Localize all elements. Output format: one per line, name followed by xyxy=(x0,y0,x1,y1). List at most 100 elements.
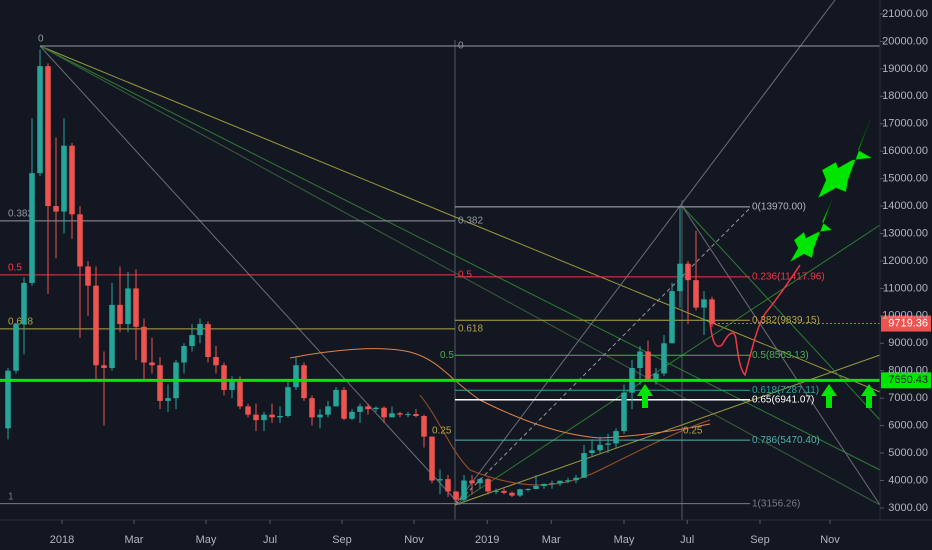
fib-label: 0.5(8563.13) xyxy=(752,350,809,361)
trend-line xyxy=(681,205,881,421)
candle-body xyxy=(93,285,99,366)
candle-body xyxy=(597,444,603,451)
annotation: 0.25 xyxy=(432,426,452,437)
fib-label: 0.382 xyxy=(458,215,483,226)
candle-body xyxy=(461,480,467,500)
candle-body xyxy=(709,299,715,324)
candle-body xyxy=(573,477,579,481)
candle-body xyxy=(509,492,515,496)
candle-body xyxy=(669,291,675,344)
candle-body xyxy=(85,266,91,286)
fib-label: 0.618 xyxy=(8,316,33,327)
candle-body xyxy=(397,413,403,415)
jet-icon xyxy=(817,119,873,199)
candle-body xyxy=(333,389,339,407)
y-tick-label: 12000.00 xyxy=(882,255,928,267)
candle-body xyxy=(453,491,459,500)
candle-body xyxy=(69,145,75,215)
candle-body xyxy=(389,413,395,418)
candle-body xyxy=(493,490,499,492)
fib-label: 0.382 xyxy=(8,208,33,219)
icons xyxy=(637,119,877,408)
candle-body xyxy=(309,398,315,418)
candle-body xyxy=(269,414,275,418)
candle-body xyxy=(189,335,195,347)
y-tick-label: 18000.00 xyxy=(882,90,928,102)
y-tick-label: 15000.00 xyxy=(882,173,928,185)
overlay: 7650.43 9719.36 xyxy=(0,315,931,389)
last-price-box xyxy=(881,315,931,332)
x-tick-label: Jul xyxy=(680,534,694,546)
support-price-label: 7650.43 xyxy=(888,374,928,386)
y-tick-label: 4000.00 xyxy=(888,474,928,486)
candle-body xyxy=(213,357,219,366)
y-tick-label: 19000.00 xyxy=(882,63,928,75)
candle-body xyxy=(429,436,435,481)
fib-label: 0.618(7287.11) xyxy=(752,385,819,396)
candle-body xyxy=(653,373,659,382)
forecast-path xyxy=(709,264,801,377)
y-tick-label: 8000.00 xyxy=(888,365,928,377)
x-tick-label: Nov xyxy=(820,534,840,546)
x-tick-label: Jul xyxy=(263,534,277,546)
y-tick-label: 11000.00 xyxy=(883,282,928,294)
candle-body xyxy=(541,484,547,486)
y-tick-label: 3000.00 xyxy=(888,502,928,514)
x-tick-label: 2019 xyxy=(475,534,499,546)
candle-body xyxy=(693,280,699,308)
candle-body xyxy=(349,411,355,419)
candle-body xyxy=(157,365,163,401)
fib-label: 0.65(6941.07) xyxy=(752,394,814,405)
jet-icon xyxy=(789,199,833,263)
candle-body xyxy=(293,365,299,388)
candle-body xyxy=(557,480,563,484)
up-arrow xyxy=(821,384,837,408)
candle-body xyxy=(485,479,491,492)
candle-body xyxy=(501,490,507,493)
annotation: 0.25 xyxy=(683,426,703,437)
fib-label: 1 xyxy=(8,491,14,502)
x-tick-label: Nov xyxy=(404,534,424,546)
candle-body xyxy=(125,288,131,325)
candle-body xyxy=(325,406,331,415)
x-tick-label: Mar xyxy=(125,534,144,546)
candle-body xyxy=(477,479,483,484)
candle-body xyxy=(517,489,523,496)
candle-body xyxy=(581,453,587,478)
candle-body xyxy=(21,282,27,325)
candle-body xyxy=(53,206,59,212)
candle-body xyxy=(445,479,451,492)
candle-body xyxy=(77,214,83,267)
trend-line xyxy=(454,0,836,506)
candle-body xyxy=(533,485,539,489)
x-tick-label: 2018 xyxy=(50,534,74,546)
candle-body xyxy=(141,326,147,363)
candle-body xyxy=(357,406,363,412)
candle-body xyxy=(365,406,371,410)
x-tick-label: May xyxy=(614,534,635,546)
candle-body xyxy=(61,145,67,212)
candle-body xyxy=(525,488,531,490)
y-tick-label: 17000.00 xyxy=(882,118,928,130)
y-tick-label: 14000.00 xyxy=(882,200,928,212)
y-tick-label: 7000.00 xyxy=(888,392,928,404)
candle-body xyxy=(549,483,555,485)
candle-body xyxy=(229,381,235,390)
candle-body xyxy=(405,414,411,416)
candle-body xyxy=(317,414,323,418)
fib-label: 0 xyxy=(458,41,464,52)
trend-line xyxy=(39,45,881,506)
trend-line xyxy=(454,224,881,506)
trend-line xyxy=(39,45,881,393)
candle-body xyxy=(341,389,347,419)
candle-body xyxy=(197,324,203,336)
candle-body xyxy=(685,263,691,281)
candle-body xyxy=(45,66,51,207)
candle-body xyxy=(589,450,595,454)
fib-levels: 0 0 0.382 0.382 0.5 0.5 0.618 0.618 1 0(13970.00)… xyxy=(0,34,880,509)
y-tick-label: 13000.00 xyxy=(882,227,928,239)
fib-label: 0(13970.00) xyxy=(752,202,806,213)
candle-body xyxy=(605,443,611,445)
candle-body xyxy=(205,324,211,358)
